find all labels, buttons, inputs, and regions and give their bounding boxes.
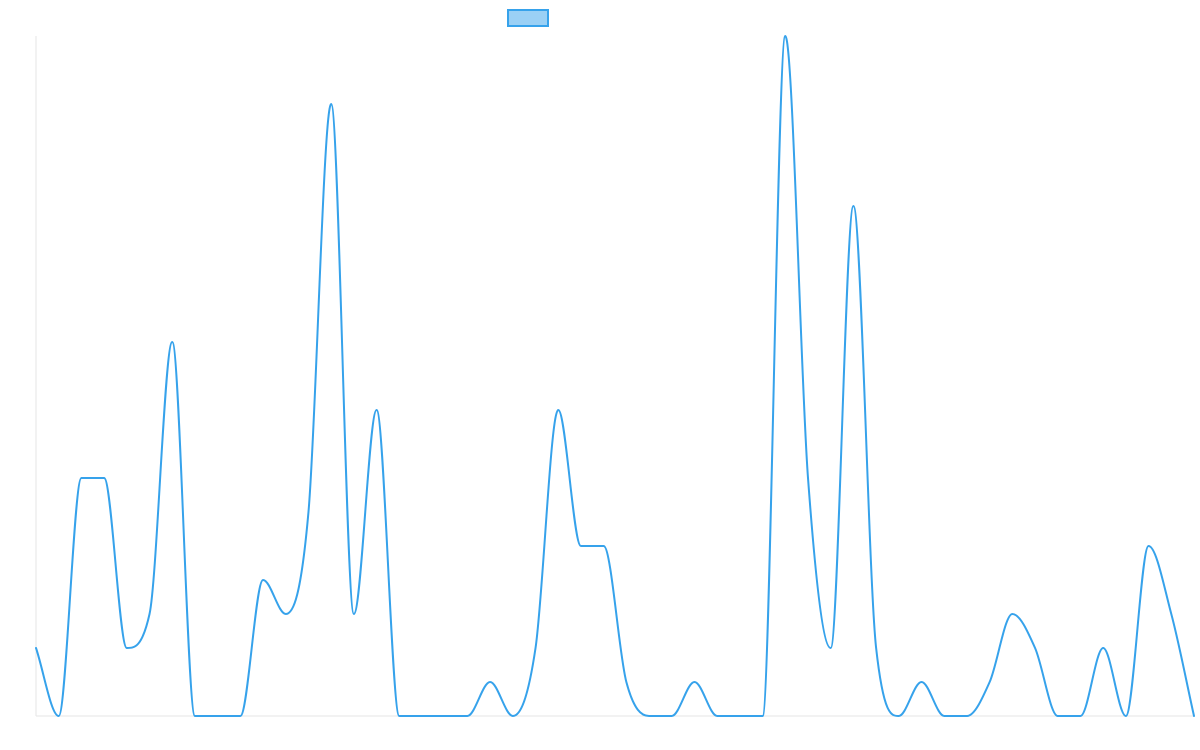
data-point[interactable]: [305, 509, 311, 515]
data-point[interactable]: [442, 713, 448, 719]
data-point[interactable]: [1191, 713, 1197, 719]
data-point[interactable]: [33, 645, 39, 651]
data-point[interactable]: [419, 713, 425, 719]
data-point[interactable]: [623, 679, 629, 685]
data-point[interactable]: [351, 611, 357, 617]
data-point[interactable]: [1168, 611, 1174, 617]
data-point[interactable]: [691, 679, 697, 685]
data-point[interactable]: [328, 101, 334, 107]
data-point[interactable]: [487, 679, 493, 685]
data-point[interactable]: [78, 475, 84, 481]
data-point[interactable]: [283, 611, 289, 617]
data-point[interactable]: [601, 543, 607, 549]
data-point[interactable]: [987, 679, 993, 685]
data-point[interactable]: [737, 713, 743, 719]
data-point[interactable]: [555, 407, 561, 413]
series-line-0: [35, 35, 1195, 717]
legend-swatch[interactable]: [507, 9, 549, 27]
data-point[interactable]: [1009, 611, 1015, 617]
data-point[interactable]: [1055, 713, 1061, 719]
data-point[interactable]: [669, 713, 675, 719]
legend[interactable]: [507, 9, 549, 27]
data-point[interactable]: [147, 611, 153, 617]
data-point[interactable]: [805, 475, 811, 481]
data-point[interactable]: [396, 713, 402, 719]
data-point[interactable]: [782, 33, 788, 39]
data-point[interactable]: [374, 407, 380, 413]
data-point[interactable]: [850, 203, 856, 209]
data-point[interactable]: [919, 679, 925, 685]
data-point[interactable]: [1123, 713, 1129, 719]
data-point[interactable]: [215, 713, 221, 719]
data-point[interactable]: [828, 645, 834, 651]
data-point[interactable]: [124, 645, 130, 651]
axes: [35, 36, 1194, 717]
data-point[interactable]: [578, 543, 584, 549]
data-point[interactable]: [873, 645, 879, 651]
data-point[interactable]: [964, 713, 970, 719]
data-point[interactable]: [760, 713, 766, 719]
data-point[interactable]: [1100, 645, 1106, 651]
data-point[interactable]: [101, 475, 107, 481]
data-point[interactable]: [260, 577, 266, 583]
data-point[interactable]: [896, 713, 902, 719]
plot-area: [33, 33, 1197, 719]
data-point[interactable]: [1146, 543, 1152, 549]
data-point[interactable]: [510, 713, 516, 719]
data-point[interactable]: [714, 713, 720, 719]
data-point[interactable]: [941, 713, 947, 719]
data-point[interactable]: [192, 713, 198, 719]
data-point[interactable]: [464, 713, 470, 719]
data-point[interactable]: [1077, 713, 1083, 719]
data-point[interactable]: [533, 645, 539, 651]
data-point[interactable]: [56, 713, 62, 719]
data-point[interactable]: [646, 713, 652, 719]
data-point[interactable]: [169, 339, 175, 345]
data-point[interactable]: [237, 713, 243, 719]
data-point[interactable]: [1032, 645, 1038, 651]
